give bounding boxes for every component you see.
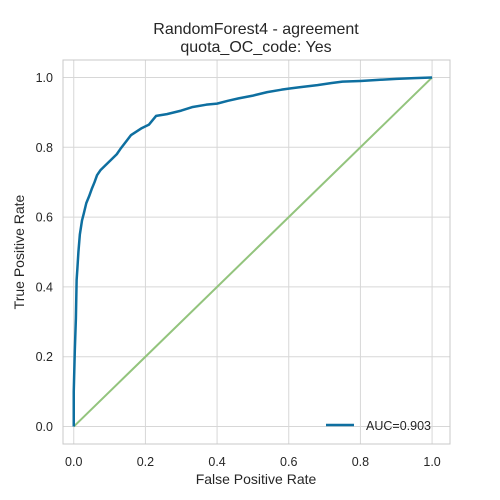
y-tick-label: 0.4: [36, 280, 53, 294]
x-tick-label: 0.4: [208, 455, 225, 469]
grid: [63, 60, 450, 444]
plot-area-frame: [62, 59, 451, 445]
legend: AUC=0.903: [326, 419, 431, 433]
y-tick-label: 0.0: [36, 420, 53, 434]
chance-diagonal-line: [73, 76, 433, 428]
x-axis-label: False Positive Rate: [196, 471, 317, 487]
chart-title-line-1: RandomForest4 - agreement: [153, 21, 359, 38]
x-tick-label: 1.0: [423, 455, 440, 469]
roc-curve-line: [72, 76, 433, 427]
x-tick-label: 0.0: [65, 455, 82, 469]
legend-label-roc: AUC=0.903: [366, 419, 431, 433]
y-tick-label: 0.8: [36, 141, 53, 155]
x-tick-label: 0.8: [352, 455, 369, 469]
x-tick-label: 0.2: [137, 455, 154, 469]
y-tick-label: 0.6: [36, 211, 53, 225]
x-tick-label: 0.6: [280, 455, 297, 469]
chart-title-line-2: quota_OC_code: Yes: [180, 39, 331, 56]
y-tick-label: 0.2: [36, 350, 53, 364]
y-tick-label: 1.0: [36, 71, 53, 85]
y-axis-label: True Positive Rate: [11, 194, 27, 309]
